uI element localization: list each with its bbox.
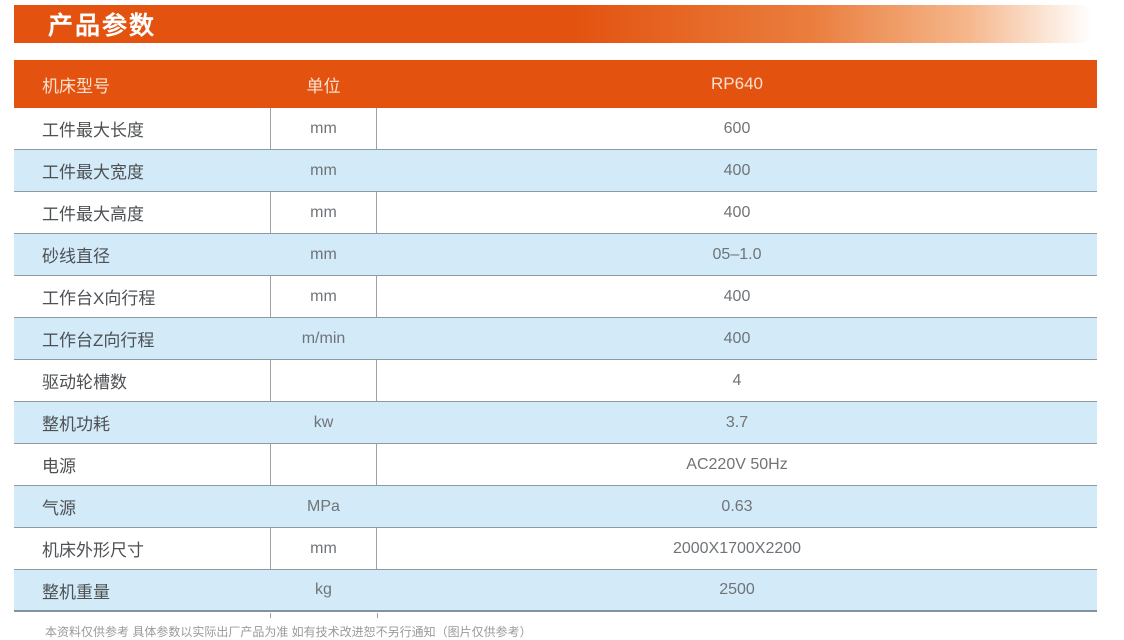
row-value: 3.7 xyxy=(725,413,749,431)
row-label: 工件最大长度 xyxy=(42,121,144,140)
row-value: 400 xyxy=(723,203,751,221)
row-value: 4 xyxy=(732,371,742,389)
row-value: 400 xyxy=(723,161,751,179)
row-label: 工作台X向行程 xyxy=(42,289,156,308)
row-label: 电源 xyxy=(42,457,76,476)
row-value: 400 xyxy=(723,329,751,347)
row-value: 0.63 xyxy=(721,497,753,515)
row-unit xyxy=(270,444,377,485)
table-row: 机床外形尺寸 mm 2000X1700X2200 xyxy=(14,528,1097,570)
row-label: 工作台Z向行程 xyxy=(42,331,155,350)
row-value: AC220V 50Hz xyxy=(686,455,788,473)
row-unit: kg xyxy=(315,581,332,598)
row-unit: mm xyxy=(270,276,377,317)
row-unit: mm xyxy=(310,245,337,263)
row-unit: m/min xyxy=(301,329,346,347)
section-title-bar: 产品参数 xyxy=(14,5,1124,43)
row-label: 气源 xyxy=(42,499,76,518)
row-label: 工件最大高度 xyxy=(42,205,144,224)
row-value: 05–1.0 xyxy=(712,245,762,263)
footnote-text: 本资料仅供参考 具体参数以实际出厂产品为准 如有技术改进恕不另行通知（图片仅供参… xyxy=(45,625,532,639)
row-value: 600 xyxy=(723,119,751,137)
row-label: 工件最大宽度 xyxy=(42,163,144,182)
row-unit: mm xyxy=(310,161,337,179)
header-model-label: 机床型号 xyxy=(42,76,110,96)
row-label: 砂线直径 xyxy=(42,247,110,266)
spec-table: 机床型号 单位 RP640 工件最大长度 mm 600 工件最大宽度 mm 400 工件最大… xyxy=(14,60,1097,612)
table-row: 工作台Z向行程 m/min 400 xyxy=(14,318,1097,360)
column-divider-tick xyxy=(270,613,271,618)
row-unit: mm xyxy=(270,528,377,569)
table-row: 工件最大高度 mm 400 xyxy=(14,192,1097,234)
row-label: 整机重量 xyxy=(42,582,110,602)
row-unit: mm xyxy=(270,108,377,149)
table-row: 电源 AC220V 50Hz xyxy=(14,444,1097,486)
header-unit-label: 单位 xyxy=(306,76,341,96)
table-header-row: 机床型号 单位 RP640 xyxy=(14,60,1097,108)
table-body: 工件最大长度 mm 600 工件最大宽度 mm 400 工件最大高度 mm 400 砂线直径 mm 0… xyxy=(14,108,1097,612)
row-value: 2000X1700X2200 xyxy=(672,539,802,557)
row-unit: mm xyxy=(270,192,377,233)
row-unit xyxy=(270,360,377,401)
page-title: 产品参数 xyxy=(48,12,157,40)
table-row: 整机功耗 kw 3.7 xyxy=(14,402,1097,444)
table-row: 工件最大宽度 mm 400 xyxy=(14,150,1097,192)
table-row: 驱动轮槽数 4 xyxy=(14,360,1097,402)
row-label: 整机功耗 xyxy=(42,415,110,434)
row-value: 2500 xyxy=(719,581,755,598)
row-label: 机床外形尺寸 xyxy=(42,541,144,560)
row-unit: kw xyxy=(313,413,334,431)
table-row: 工作台X向行程 mm 400 xyxy=(14,276,1097,318)
row-unit: MPa xyxy=(307,497,340,515)
table-row: 气源 MPa 0.63 xyxy=(14,486,1097,528)
row-value: 400 xyxy=(723,287,751,305)
table-row: 砂线直径 mm 05–1.0 xyxy=(14,234,1097,276)
table-row: 整机重量 kg 2500 xyxy=(14,570,1097,612)
header-model-value: RP640 xyxy=(711,74,763,93)
table-row: 工件最大长度 mm 600 xyxy=(14,108,1097,150)
row-label: 驱动轮槽数 xyxy=(42,373,127,392)
column-divider-tick xyxy=(377,613,378,618)
